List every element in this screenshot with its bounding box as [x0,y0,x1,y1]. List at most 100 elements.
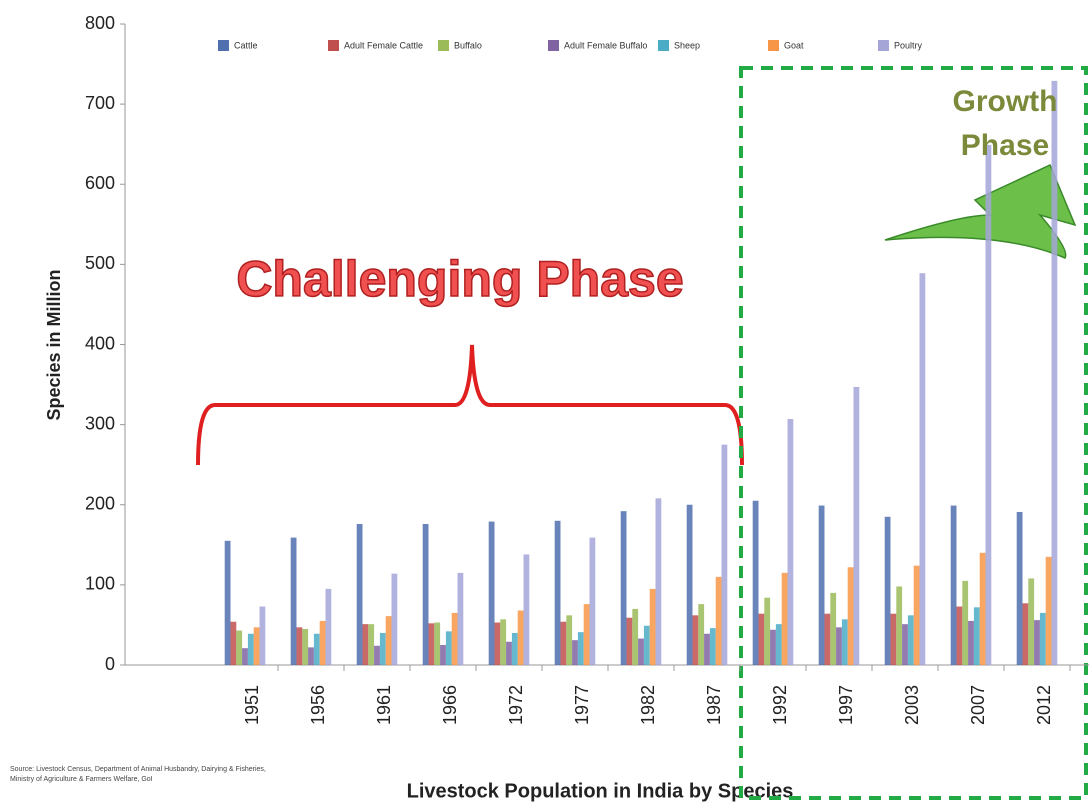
annotation: Challenging Phase [236,251,683,307]
bar [302,628,309,665]
bar [824,613,831,665]
bar [230,621,237,665]
bar [308,647,314,665]
bar [445,631,452,665]
bar [649,588,656,665]
bar [655,498,662,665]
bar [560,621,567,665]
bar [758,613,765,665]
x-tick-label: 1966 [440,685,460,725]
bar [907,615,914,665]
bar [764,597,771,665]
bar [566,615,573,665]
bar [356,523,363,665]
legend-label: Cattle [234,40,258,50]
bar [428,623,435,665]
bar [775,624,782,665]
y-tick-label: 700 [85,93,115,113]
legend-swatch [218,40,229,51]
bar [488,521,495,665]
bar [913,565,920,665]
bar [841,619,848,665]
bar [242,648,248,665]
x-tick-label: 2007 [968,685,988,725]
bar [962,580,969,665]
bar [500,619,507,665]
source-note: Source: Livestock Census, Department of … [10,766,266,783]
legend-label: Adult Female Buffalo [564,40,647,50]
x-tick-label: 2003 [902,685,922,725]
bar [715,576,722,665]
bar [752,500,759,665]
bar [884,516,891,665]
bar [818,505,825,665]
y-tick-label: 0 [105,654,115,674]
chart-title: Livestock Population in India by Species [407,780,794,802]
bar [572,640,578,665]
bar [968,620,974,665]
bar [709,628,716,665]
bar [692,615,699,665]
bar [620,511,627,665]
bar [379,632,386,665]
bar [451,612,458,665]
bar [979,552,986,665]
bar [721,444,728,665]
bar [919,273,926,665]
arrow [884,163,1077,259]
y-tick-label: 100 [85,574,115,594]
y-axis-title: Species in Million [44,269,64,420]
bar [506,641,512,665]
bar [247,633,254,665]
legend-swatch [438,40,449,51]
bar [853,386,860,665]
bar [313,633,320,665]
y-tick-label: 300 [85,413,115,433]
brace [196,344,744,466]
legend-swatch [328,40,339,51]
bar [554,520,561,665]
bar [589,537,596,665]
bar [577,632,584,665]
bar [374,645,380,665]
legend-swatch [548,40,559,51]
bar [434,622,441,665]
bar [440,644,446,665]
y-tick-label: 600 [85,173,115,193]
x-tick-label: 1956 [308,685,328,725]
highlight-box [739,66,1088,800]
bar [632,608,639,665]
legend-label: Sheep [674,40,700,50]
x-tick-label: 1972 [506,685,526,725]
bar [890,613,897,665]
bar [391,573,398,665]
x-tick-label: 1951 [242,685,262,725]
bar [224,540,231,665]
legend-swatch [658,40,669,51]
annotation: Growth Phase [952,85,1058,162]
bar [236,630,243,665]
y-tick-label: 800 [85,13,115,33]
y-tick-label: 200 [85,494,115,514]
x-tick-label: 1997 [836,685,856,725]
bar [704,633,710,665]
bar [422,523,429,665]
x-tick-label: 1982 [638,685,658,725]
bar [253,627,260,665]
bar [385,616,392,665]
bar [290,537,297,665]
x-tick-label: 1977 [572,685,592,725]
bar [1039,612,1046,665]
bar [626,617,633,665]
y-tick-label: 500 [85,253,115,273]
bar [494,622,501,665]
bar [638,638,644,665]
bar [781,572,788,665]
bar [1034,620,1040,665]
bar [517,610,524,665]
legend-label: Adult Female Cattle [344,40,423,50]
y-tick-label: 400 [85,333,115,353]
bar [836,627,842,665]
bar [1051,80,1058,666]
